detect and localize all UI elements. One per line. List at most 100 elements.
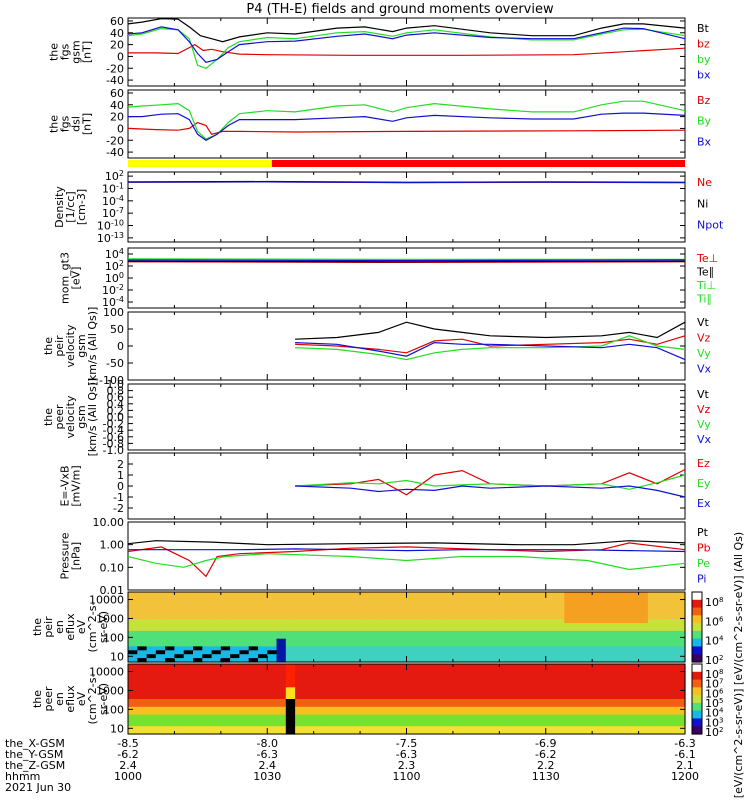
heatmap-cell	[490, 726, 500, 731]
heatmap-cell	[193, 595, 203, 601]
heatmap-cell	[406, 679, 417, 685]
heatmap-cell	[267, 658, 278, 663]
heatmap-cell	[360, 646, 370, 651]
heatmap-cell	[378, 599, 389, 605]
heatmap-cell	[443, 634, 454, 640]
heatmap-cell	[629, 718, 640, 723]
heatmap-cell	[322, 710, 333, 716]
heatmap-cell	[415, 722, 426, 727]
heatmap-cell	[555, 718, 565, 723]
heatmap-cell	[155, 710, 166, 716]
heatmap-cell	[313, 619, 324, 624]
heatmap-cell	[480, 667, 491, 673]
heatmap-cell	[258, 654, 268, 659]
heatmap-cell	[350, 623, 361, 628]
heatmap-cell	[638, 695, 649, 700]
heatmap-cell	[295, 611, 305, 616]
heatmap-cell	[146, 667, 157, 673]
heatmap-cell	[582, 599, 593, 605]
heatmap-cell	[369, 658, 380, 663]
heatmap-cell	[620, 679, 630, 685]
heatmap-cell	[137, 730, 148, 735]
heatmap-cell	[248, 718, 259, 723]
heatmap-cell	[573, 650, 584, 655]
heatmap-cell	[638, 679, 649, 685]
y-tick-label: 0	[117, 50, 124, 63]
heatmap-cell	[248, 627, 259, 632]
heatmap-cell	[638, 658, 649, 663]
heatmap-cell	[406, 664, 417, 669]
heatmap-cell	[452, 671, 463, 677]
heatmap-cell	[620, 611, 630, 616]
heatmap-cell	[471, 592, 482, 597]
heatmap-cell	[267, 718, 278, 723]
heatmap-cell	[499, 675, 510, 681]
heatmap-cell	[406, 595, 417, 601]
heatmap-cell	[434, 630, 445, 636]
heatmap-cell	[471, 667, 482, 673]
heatmap-cell	[239, 623, 250, 628]
heatmap-cell	[425, 695, 435, 700]
heatmap-cell	[230, 603, 240, 609]
heatmap-cell	[592, 658, 603, 663]
heatmap-cell	[258, 722, 268, 727]
heatmap-cell	[202, 615, 213, 620]
heatmap-cell	[165, 607, 175, 613]
heatmap-cell	[555, 706, 565, 712]
heatmap-cell	[601, 718, 612, 723]
heatmap-cell	[582, 664, 593, 669]
heatmap-cell	[332, 675, 343, 681]
heatmap-cell	[174, 611, 185, 616]
heatmap-cell	[350, 611, 361, 616]
heatmap-cell	[499, 706, 510, 712]
heatmap-cell	[638, 691, 649, 696]
colorbar-tick-label: 102	[705, 654, 723, 667]
heatmap-cell	[193, 675, 203, 681]
heatmap-cell	[592, 683, 603, 688]
heatmap-cell	[490, 599, 500, 605]
x-axis-value: -6.1	[674, 748, 695, 761]
heatmap-cell	[369, 699, 380, 704]
heatmap-cell	[239, 726, 250, 731]
heatmap-cell	[304, 611, 315, 616]
heatmap-cell	[434, 615, 445, 620]
heatmap-cell	[545, 679, 556, 685]
heatmap-cell	[434, 667, 445, 673]
heatmap-cell	[295, 646, 305, 651]
heatmap-cell	[387, 634, 398, 640]
heatmap-cell	[471, 627, 482, 632]
heatmap-cell	[536, 687, 547, 692]
heatmap-cell	[610, 683, 621, 688]
heatmap-cell	[601, 615, 612, 620]
heatmap-cell	[452, 599, 463, 605]
heatmap-cell	[675, 607, 686, 613]
heatmap-cell	[165, 595, 175, 601]
heatmap-cell	[545, 630, 556, 636]
heatmap-cell	[285, 675, 296, 681]
colorbar-cell	[692, 592, 702, 601]
heatmap-cell	[675, 615, 686, 620]
heatmap-cell	[647, 718, 658, 723]
heatmap-cell	[471, 638, 482, 644]
heatmap-cell	[443, 706, 454, 712]
heatmap-cell	[276, 627, 287, 632]
heatmap-cell	[443, 611, 454, 616]
legend-Ey: Ey	[697, 477, 711, 490]
heatmap-cell	[322, 683, 333, 688]
heatmap-cell	[582, 627, 593, 632]
series-bz	[128, 43, 686, 56]
heatmap-cell	[369, 679, 380, 685]
heatmap-cell	[258, 607, 268, 613]
y-axis-label: [km/s (All Qs)]	[86, 307, 99, 386]
heatmap-cell	[155, 691, 166, 696]
heatmap-cell	[322, 702, 333, 708]
heatmap-cell	[555, 627, 565, 632]
heatmap-cell	[387, 611, 398, 616]
heatmap-cell	[165, 710, 175, 716]
heatmap-cell	[573, 718, 584, 723]
heatmap-cell	[582, 706, 593, 712]
heatmap-cell	[369, 630, 380, 636]
heatmap-cell	[230, 642, 240, 648]
heatmap-cell	[285, 595, 296, 601]
colorbar-cell	[692, 664, 702, 673]
